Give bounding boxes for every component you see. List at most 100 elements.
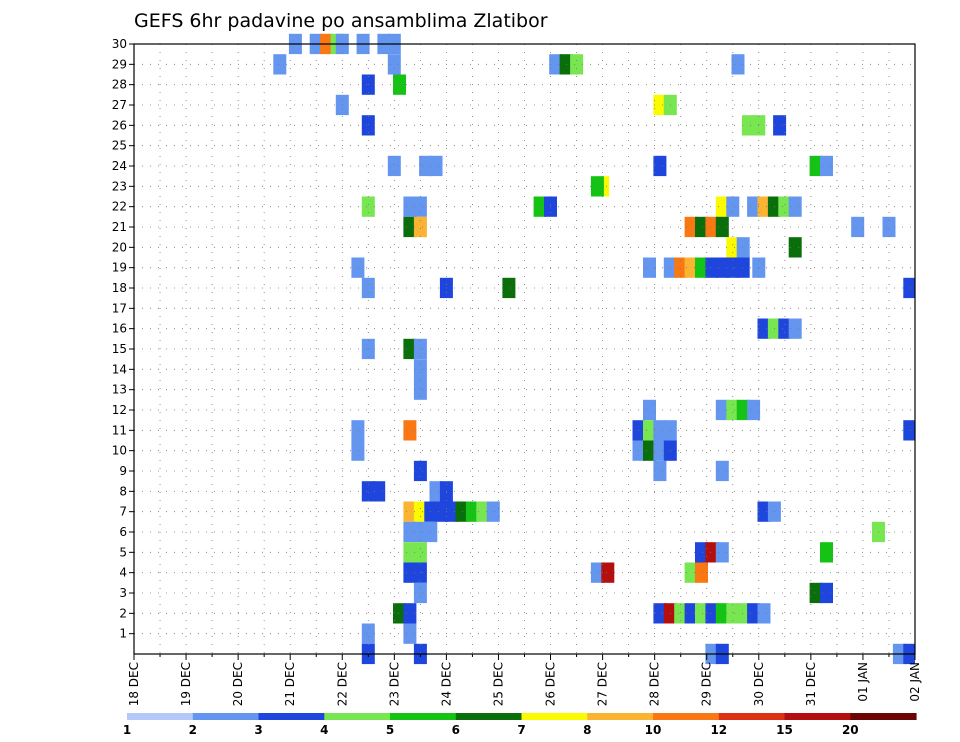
heatmap-cell — [715, 216, 729, 238]
heatmap-cell — [403, 420, 417, 441]
heatmap-cell — [684, 216, 698, 238]
y-tick-label: 14 — [112, 362, 127, 376]
y-tick-label: 20 — [112, 240, 127, 254]
y-tick-label: 18 — [112, 281, 127, 295]
heatmap-cell — [403, 562, 417, 583]
y-tick-label: 30 — [112, 37, 127, 51]
heatmap-cell — [820, 155, 833, 177]
colorbar-label: 15 — [776, 723, 793, 737]
heatmap-cell — [705, 216, 719, 238]
heatmap-cell — [429, 481, 443, 502]
y-tick-label: 2 — [119, 606, 127, 620]
heatmap-cell — [726, 196, 740, 217]
heatmap-cell — [705, 603, 719, 624]
heatmap-cell — [403, 623, 417, 644]
heatmap-cell — [715, 542, 729, 563]
x-tick-label: 02 JAN — [908, 662, 922, 702]
heatmap-cell — [757, 196, 771, 217]
heatmap-cells — [273, 33, 915, 665]
heatmap-cell — [413, 582, 427, 604]
heatmap-cell — [273, 54, 287, 75]
heatmap-cell — [403, 501, 417, 522]
heatmap-cell — [715, 460, 729, 482]
colorbar-label: 4 — [320, 723, 328, 737]
heatmap-cell — [705, 257, 719, 278]
y-tick-label: 15 — [112, 342, 127, 356]
heatmap-cell — [643, 440, 656, 461]
heatmap-cell — [361, 481, 375, 502]
heatmap-cell — [387, 155, 401, 177]
y-tick-label: 4 — [119, 566, 127, 580]
x-tick-label: 20 DEC — [231, 662, 245, 706]
y-tick-label: 12 — [112, 403, 127, 417]
y-tick-label: 26 — [112, 118, 127, 132]
heatmap-cell — [757, 318, 771, 339]
heatmap-cell — [570, 54, 584, 75]
heatmap-cell — [590, 562, 604, 583]
heatmap-cell — [361, 196, 375, 217]
x-tick-label: 27 DEC — [596, 662, 610, 706]
x-tick-label: 30 DEC — [752, 662, 766, 706]
heatmap-cell — [361, 623, 375, 644]
heatmap-cell — [445, 501, 459, 522]
y-tick-label: 22 — [112, 200, 127, 214]
heatmap-cell — [736, 399, 750, 421]
colorbar-swatch — [324, 713, 391, 720]
heatmap-cell — [413, 216, 427, 238]
colorbar-swatch — [784, 713, 851, 720]
heatmap-cell — [684, 562, 698, 583]
colorbar-swatch — [258, 713, 325, 720]
colorbar: 1 2 3 4 5 6 7 8 10 12 15 20 — [123, 713, 917, 737]
heatmap-cell — [715, 603, 729, 624]
y-tick-label: 1 — [119, 627, 127, 641]
y-tick-label: 13 — [112, 383, 127, 397]
y-tick-label: 8 — [119, 484, 127, 498]
heatmap-cell — [695, 562, 708, 583]
colorbar-swatch — [390, 713, 457, 720]
heatmap-cell — [747, 603, 761, 624]
heatmap-cell — [413, 501, 427, 522]
x-tick-label: 01 JAN — [856, 662, 870, 702]
heatmap-cell — [434, 501, 448, 522]
colorbar-label: 3 — [254, 723, 262, 737]
heatmap-cell — [820, 542, 833, 563]
colorbar-swatch — [587, 713, 654, 720]
heatmap-cell — [736, 257, 750, 278]
heatmap-cell — [726, 237, 740, 258]
heatmap-cell — [695, 603, 708, 624]
heatmap-cell — [403, 216, 417, 238]
heatmap-cell — [403, 542, 417, 563]
heatmap-cell — [403, 338, 417, 360]
colorbar-swatch — [718, 713, 786, 720]
colorbar-swatch — [192, 713, 260, 720]
heatmap-cell — [705, 542, 719, 563]
y-tick-label: 16 — [112, 322, 127, 336]
heatmap-cell — [653, 603, 667, 624]
heatmap-cell — [726, 399, 740, 421]
heatmap-cell — [601, 562, 615, 583]
y-tick-label: 17 — [112, 301, 127, 315]
x-tick-label: 18 DEC — [127, 662, 141, 706]
heatmap-cell — [757, 501, 771, 522]
heatmap-cell — [429, 155, 443, 177]
heatmap-cell — [403, 521, 417, 543]
colorbar-label: 5 — [386, 723, 394, 737]
x-tick-label: 19 DEC — [179, 662, 193, 706]
x-tick-label: 23 DEC — [387, 662, 401, 706]
heatmap-cell — [674, 603, 688, 624]
y-tick-label: 24 — [112, 159, 127, 173]
heatmap-cell — [419, 155, 433, 177]
x-axis: 18 DEC 19 DEC 20 DEC 21 DEC 22 DEC 23 DEC 24 D… — [127, 654, 922, 706]
heatmap-cell — [393, 74, 406, 95]
colorbar-label: 10 — [645, 723, 662, 737]
x-tick-label: 24 DEC — [439, 662, 453, 706]
heatmap-cell — [882, 216, 896, 238]
y-tick-label: 6 — [119, 525, 127, 539]
heatmap-cell — [903, 277, 915, 299]
heatmap-cell — [653, 440, 667, 461]
heatmap-cell — [674, 257, 688, 278]
heatmap-cell — [809, 155, 823, 177]
heatmap-cell — [747, 196, 761, 217]
heatmap-cell — [413, 542, 427, 563]
heatmap-cell — [590, 176, 604, 197]
